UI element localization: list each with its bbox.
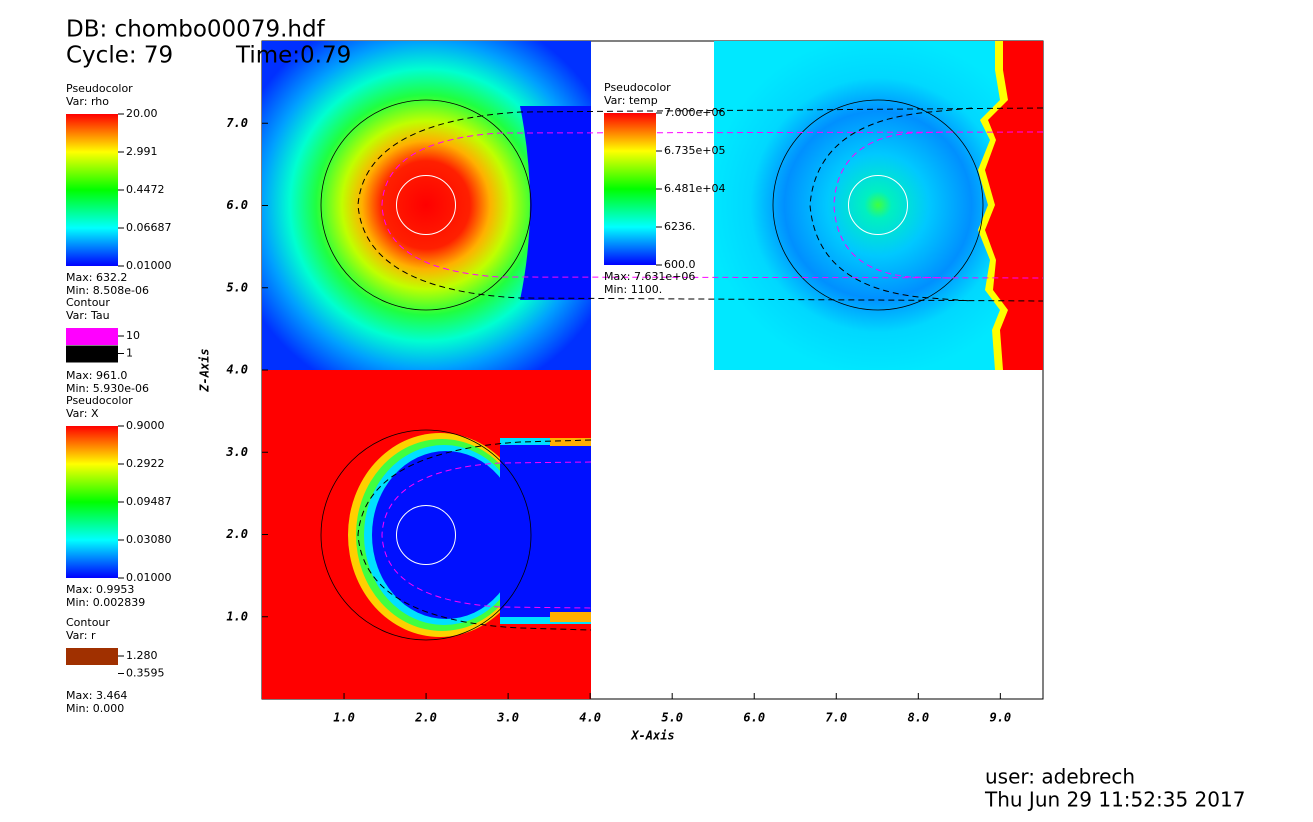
y-tick-label: 6.0 [226,198,248,212]
legend-max: Max: 0.9953 [66,583,134,596]
legend-label: 0.09487 [126,495,172,508]
legend-label: 6236. [664,220,696,233]
color-bar [66,426,118,578]
x-tick-label: 8.0 [907,711,929,725]
legend-label: 6.735e+05 [664,144,725,157]
legend-label: 7.000e+06 [664,106,725,119]
x-tick-label: 7.0 [825,711,847,725]
legend-label: 0.03080 [126,533,172,546]
legend-max: Max: 961.0 [66,369,127,382]
legend-min: Min: 0.000 [66,702,124,715]
color-bar [604,113,656,265]
legend-min: Min: 0.002839 [66,596,145,609]
x-tick-label: 3.0 [496,711,519,725]
date: Thu Jun 29 11:52:35 2017 [984,788,1245,812]
legend-max: Max: 3.464 [66,689,127,702]
legend-var: Var: r [66,629,96,642]
legend-label: 0.3595 [126,667,165,680]
legend-var: Var: X [66,407,99,420]
x-tick-label: 6.0 [743,711,765,725]
color-bar [66,114,118,266]
legend-kind: Pseudocolor [66,82,133,95]
y-tick-label: 4.0 [226,363,248,377]
legend-label: 0.06687 [126,221,172,234]
db-name: DB: chombo00079.hdf [66,17,326,43]
user: user: adebrech [985,765,1135,789]
legend-swatch [66,648,118,665]
legend-swatch [66,328,118,345]
legend-min: Min: 5.930e-06 [66,382,149,395]
legend-var: Var: temp [604,94,658,107]
legend-kind: Contour [66,296,110,309]
legend-max: Max: 7.631e+06 [604,270,695,283]
x-tick-label: 2.0 [414,711,437,725]
legend-label: 6.481e+04 [664,182,725,195]
legend-min: Min: 1100. [604,283,662,296]
legend-label: 0.2922 [126,457,165,470]
legend-label: 1.280 [126,649,158,662]
legend-label: 1 [126,347,133,360]
temp-field [714,41,1043,370]
x-tick-label: 1.0 [333,711,355,725]
legend-label: 0.01000 [126,571,172,584]
time: Time:0.79 [235,43,351,69]
legend-kind: Contour [66,616,110,629]
y-axis-title: Z-Axis [198,348,212,392]
x-tick-label: 5.0 [661,711,683,725]
legend-label: 20.00 [126,107,158,120]
legend-label: 0.4472 [126,183,165,196]
y-tick-label: 1.0 [226,609,248,623]
legend-label: 10 [126,329,140,342]
contours [320,99,1044,641]
x-tick-label: 4.0 [579,711,601,725]
legend-label: 0.9000 [126,419,165,432]
legend-max: Max: 632.2 [66,271,127,284]
cycle: Cycle: 79 [66,43,173,69]
legend-min: Min: 8.508e-06 [66,284,149,297]
legend-label: 0.01000 [126,259,172,272]
legend-var: Var: rho [66,95,109,108]
x-field [262,370,591,699]
y-tick-label: 3.0 [225,445,248,459]
y-tick-label: 2.0 [225,527,248,541]
legend-kind: Pseudocolor [604,81,671,94]
legend-var: Var: Tau [66,309,110,322]
legend-label: 2.991 [126,145,158,158]
y-tick-label: 5.0 [226,280,248,294]
rho-field [262,41,591,370]
legend-swatch [66,345,118,363]
x-axis-title: X-Axis [630,729,674,743]
y-tick-label: 7.0 [226,116,248,130]
legend-label: 600.0 [664,258,696,271]
legend-kind: Pseudocolor [66,394,133,407]
x-tick-label: 9.0 [989,711,1011,725]
